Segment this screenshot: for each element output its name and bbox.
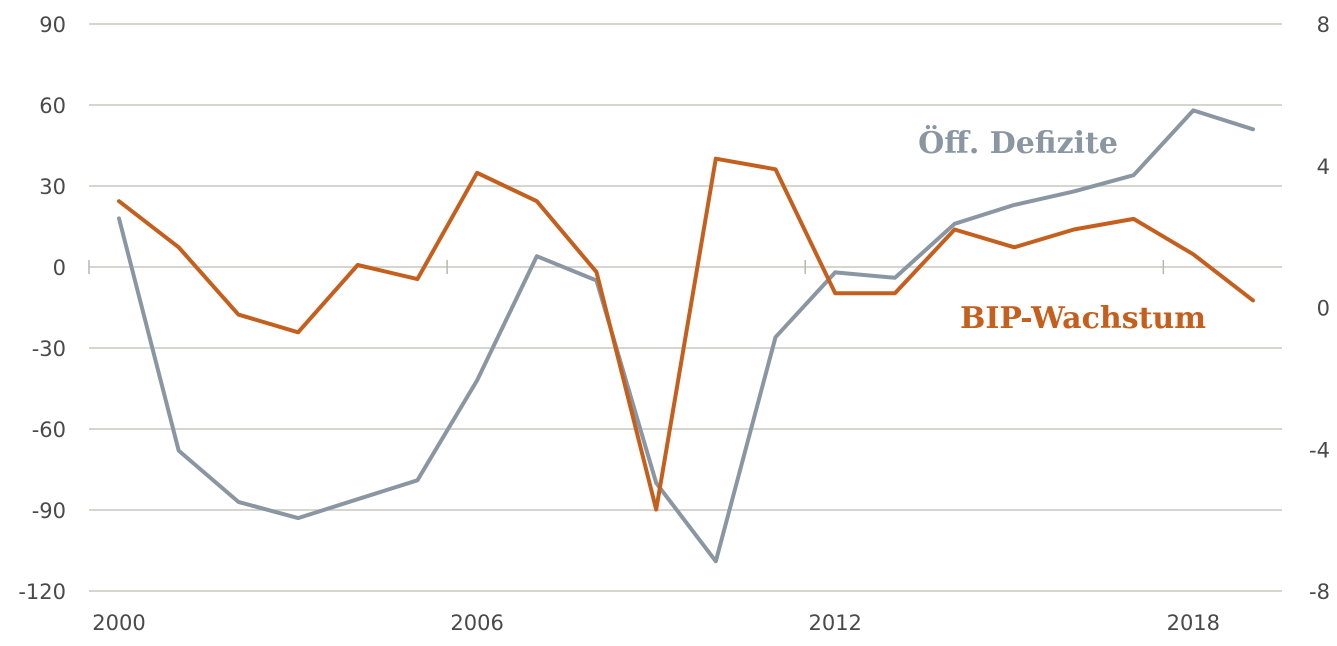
series-line-gdp-growth [117, 156, 1255, 512]
series-label-gdp-growth: BIP-Wachstum [960, 301, 1206, 336]
left-tick-label: -60 [32, 418, 66, 442]
left-tick-label: 30 [39, 175, 66, 199]
x-tick-label: 2000 [92, 611, 145, 635]
x-axis-tick-marks [88, 260, 1165, 274]
right-tick-label: 0 [1317, 297, 1330, 321]
right-tick-label: 4 [1317, 155, 1330, 179]
x-tick-label: 2006 [450, 611, 503, 635]
left-tick-label: 90 [39, 13, 66, 37]
left-tick-label: -120 [18, 580, 66, 604]
x-tick-label: 2018 [1167, 611, 1220, 635]
right-tick-label: 8 [1317, 13, 1330, 37]
left-tick-label: 60 [39, 94, 66, 118]
left-tick-label: -30 [32, 337, 66, 361]
right-tick-label: -8 [1309, 580, 1330, 604]
right-y-axis: 8 4 0 -4 -8 [1309, 13, 1330, 604]
series-line-deficit [117, 108, 1255, 564]
left-y-axis: 90 60 30 0 -30 -60 -90 -120 [18, 13, 66, 604]
x-tick-label: 2012 [808, 611, 861, 635]
x-axis: 2000 2006 2012 2018 [92, 611, 1220, 635]
right-tick-label: -4 [1309, 438, 1330, 462]
series-label-deficit: Öff. Defizite [918, 124, 1118, 161]
left-tick-label: -90 [32, 499, 66, 523]
left-tick-label: 0 [53, 256, 66, 280]
